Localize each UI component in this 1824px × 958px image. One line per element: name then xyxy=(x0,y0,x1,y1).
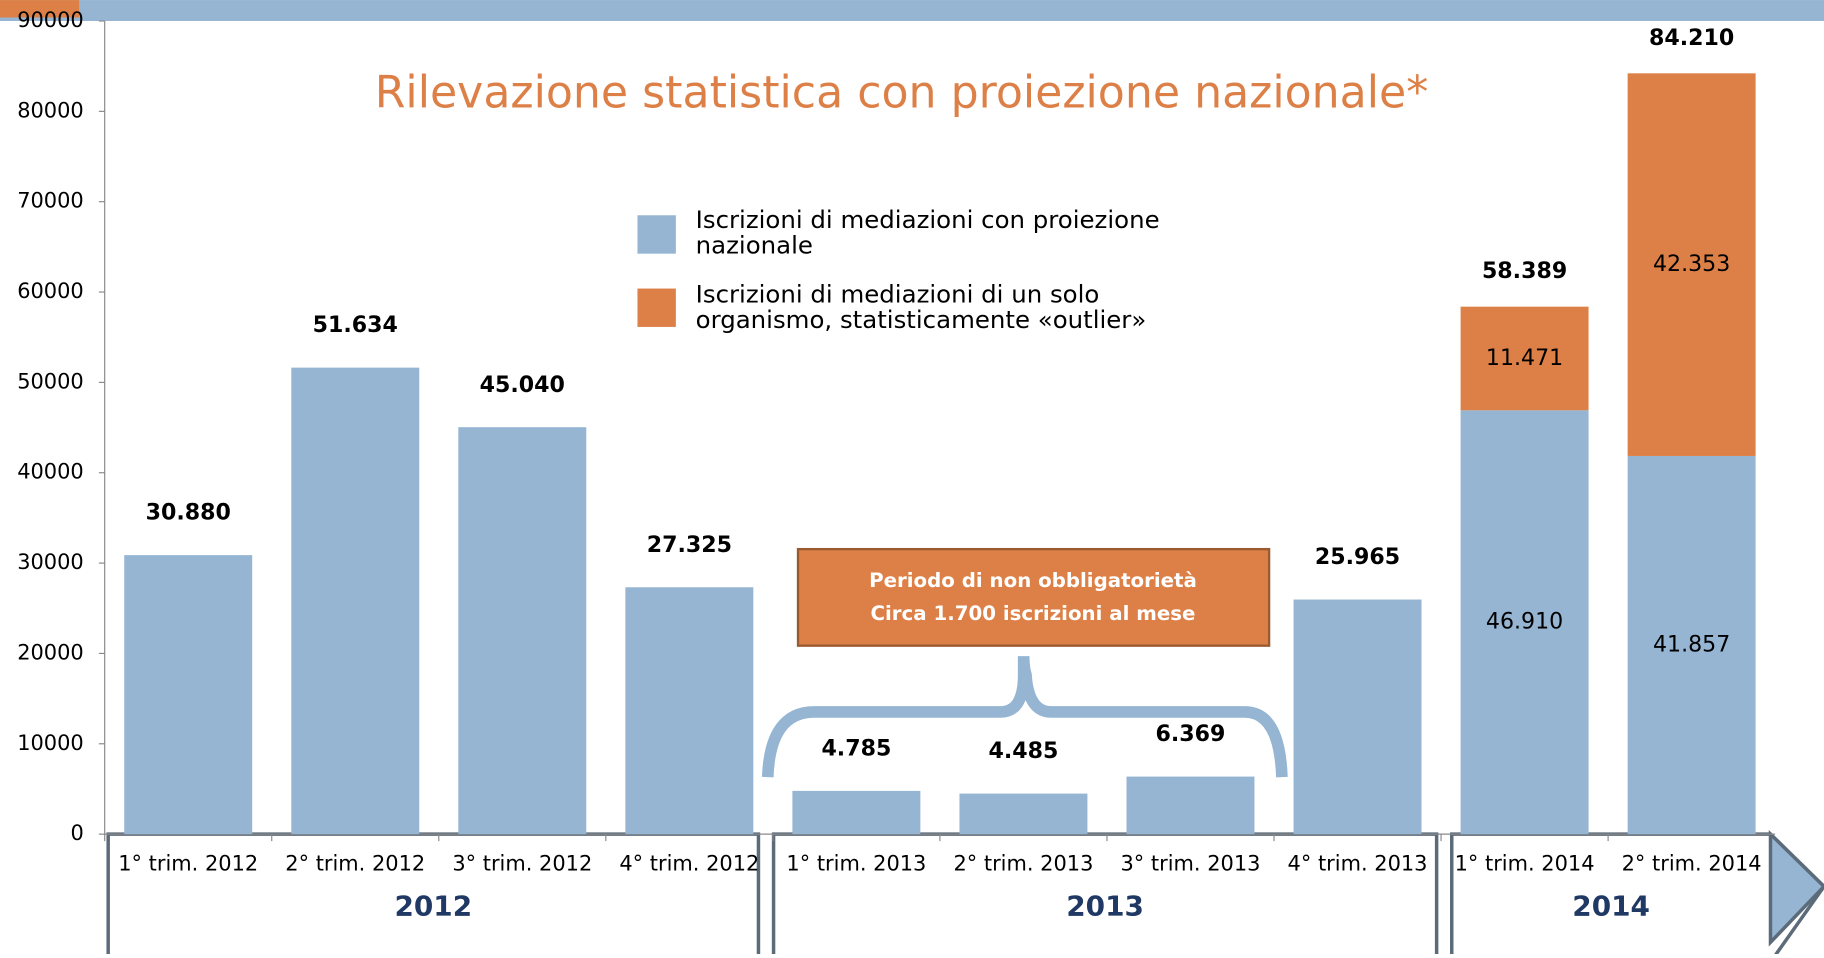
brace xyxy=(761,656,1288,778)
value-label: 46.910 xyxy=(1486,609,1563,635)
x-tick-label: 1° trim. 2013 xyxy=(786,851,926,875)
value-label: 11.471 xyxy=(1486,345,1563,371)
y-tick-label: 80000 xyxy=(17,98,84,122)
y-tick-label: 30000 xyxy=(17,550,84,574)
y-tick-label: 20000 xyxy=(17,640,84,664)
top-band xyxy=(0,0,1824,22)
total-label: 84.210 xyxy=(1649,25,1734,51)
chart-title: Rilevazione statistica con proiezione na… xyxy=(375,67,1429,118)
x-tick-label: 2° trim. 2013 xyxy=(953,851,1093,875)
y-tick-label: 50000 xyxy=(17,369,84,393)
x-tick-label: 4° trim. 2013 xyxy=(1288,851,1428,875)
bar-segment xyxy=(1627,73,1756,456)
bar-segment xyxy=(625,587,754,835)
y-tick-label: 10000 xyxy=(17,731,84,755)
group-label: 2013 xyxy=(1066,889,1144,922)
y-tick-label: 0 xyxy=(70,821,83,845)
value-label: 27.325 xyxy=(647,532,732,558)
legend-swatch xyxy=(637,288,676,327)
bar-segment xyxy=(1293,599,1422,835)
value-label: 30.880 xyxy=(146,500,231,526)
annotation: Circa 1.700 iscrizioni al mese xyxy=(871,602,1196,625)
bar-segment xyxy=(1627,455,1756,835)
legend-text: Iscrizioni di mediazioni con proiezione … xyxy=(695,207,1160,260)
arrow xyxy=(1768,829,1824,947)
y-tick-label: 40000 xyxy=(17,460,84,484)
legend-entry: Iscrizioni di mediazioni con proiezione … xyxy=(695,207,1160,260)
x-tick-label: 2° trim. 2014 xyxy=(1622,851,1762,875)
top-accent xyxy=(0,0,80,18)
bar-segment xyxy=(792,790,921,835)
bar-segment xyxy=(458,427,587,835)
value-label: 41.857 xyxy=(1653,632,1730,658)
bar-segment xyxy=(1126,776,1255,835)
annotation: Periodo di non obbligatorietà xyxy=(869,569,1197,592)
value-label: 6.369 xyxy=(1156,721,1226,747)
x-tick-label: 3° trim. 2012 xyxy=(452,851,592,875)
bar-segment xyxy=(291,367,420,835)
legend-swatch xyxy=(637,215,676,254)
value-label: 42.353 xyxy=(1653,251,1730,277)
x-tick-label: 2° trim. 2012 xyxy=(285,851,425,875)
y-tick-label: 70000 xyxy=(17,189,84,213)
value-label: 4.485 xyxy=(988,738,1058,764)
value-label: 51.634 xyxy=(313,312,398,338)
group-label: 2014 xyxy=(1572,889,1650,922)
x-tick-label: 4° trim. 2012 xyxy=(619,851,759,875)
bar-segment xyxy=(959,793,1088,835)
y-tick-label: 60000 xyxy=(17,279,84,303)
x-tick-label: 1° trim. 2012 xyxy=(118,851,258,875)
value-label: 4.785 xyxy=(821,736,891,762)
bar-segment xyxy=(124,555,253,835)
value-label: 45.040 xyxy=(480,372,565,398)
bar-segment xyxy=(1460,306,1589,411)
x-tick-label: 3° trim. 2013 xyxy=(1121,851,1261,875)
total-label: 58.389 xyxy=(1482,258,1567,284)
bar-segment xyxy=(1460,410,1589,835)
value-label: 25.965 xyxy=(1315,544,1400,570)
y-tick-label: 90000 xyxy=(17,8,84,32)
group-label: 2012 xyxy=(394,889,472,922)
legend-text: Iscrizioni di mediazioni di un solo orga… xyxy=(695,281,1147,334)
x-tick-label: 1° trim. 2014 xyxy=(1455,851,1595,875)
legend-entry: Iscrizioni di mediazioni di un solo orga… xyxy=(695,281,1147,334)
annotation-box xyxy=(796,547,1271,647)
